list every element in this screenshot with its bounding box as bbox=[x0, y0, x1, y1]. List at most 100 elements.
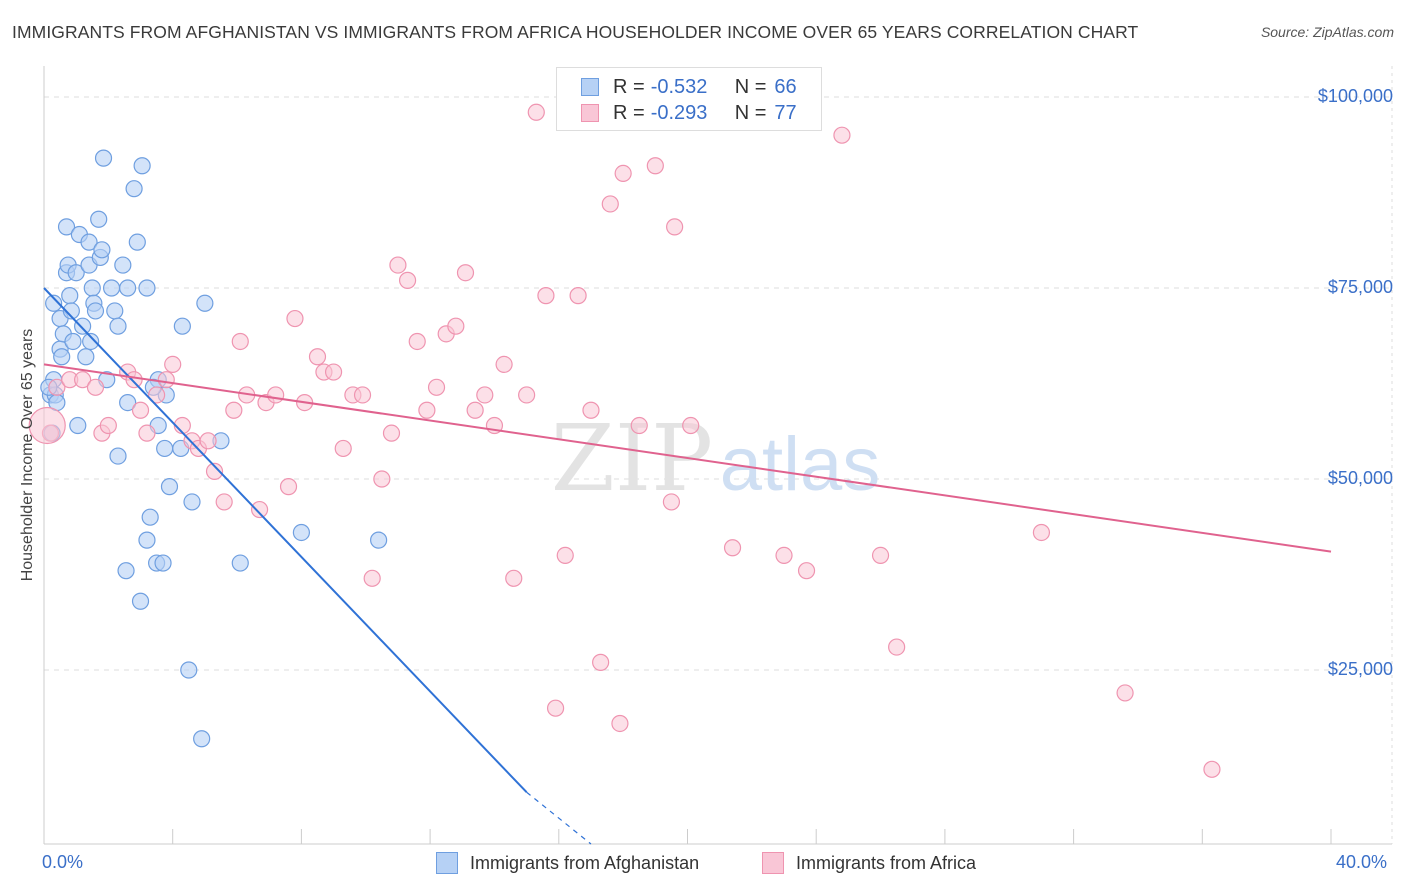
y-tick-label-75000: $75,000 bbox=[1327, 277, 1393, 297]
afghanistan-point bbox=[160, 478, 179, 496]
y-axis-label: Householder Income Over 65 years bbox=[19, 328, 36, 582]
afghanistan-point bbox=[138, 531, 156, 549]
afghanistan-point bbox=[180, 661, 198, 679]
afghanistan-point bbox=[119, 279, 137, 297]
africa-point bbox=[286, 309, 304, 328]
series-legend: Immigrants from Afghanistan Immigrants f… bbox=[0, 852, 1406, 878]
afghanistan-point bbox=[128, 233, 146, 251]
africa-point bbox=[250, 500, 269, 519]
afghanistan-point bbox=[106, 302, 124, 320]
africa-point bbox=[398, 271, 417, 289]
africa-point bbox=[215, 493, 233, 511]
legend-label-afghanistan: Immigrants from Afghanistan bbox=[470, 852, 700, 873]
afghanistan-point bbox=[125, 180, 143, 198]
watermark: ZIP atlas bbox=[551, 405, 880, 512]
afghanistan-point bbox=[83, 279, 101, 297]
africa-point bbox=[888, 638, 906, 656]
africa-point bbox=[456, 264, 475, 282]
y-tick-label-100000: $100,000 bbox=[1317, 86, 1393, 106]
afghanistan-point bbox=[109, 317, 127, 335]
legend-r-value: -0.293 bbox=[650, 101, 708, 124]
africa-point bbox=[775, 546, 793, 565]
afghanistan-point bbox=[138, 279, 156, 297]
afghanistan-point bbox=[94, 149, 113, 167]
africa-point bbox=[495, 355, 513, 373]
trend-lines bbox=[43, 287, 1332, 845]
africa-point bbox=[157, 371, 175, 389]
afghanistan-point bbox=[183, 493, 201, 511]
africa-point bbox=[662, 493, 681, 511]
africa-point bbox=[28, 406, 66, 445]
chart-title: IMMIGRANTS FROM AFGHANISTAN VS IMMIGRANT… bbox=[12, 22, 1139, 42]
africa-point bbox=[797, 562, 816, 580]
africa-point bbox=[205, 462, 224, 480]
africa-point bbox=[382, 424, 401, 442]
afghanistan-point bbox=[231, 554, 249, 572]
africa-point bbox=[418, 401, 436, 419]
afghanistan-point bbox=[93, 241, 111, 259]
afghanistan-point bbox=[64, 332, 82, 351]
africa-point bbox=[408, 332, 426, 351]
series-africa-points bbox=[28, 103, 1221, 778]
africa-point bbox=[582, 401, 600, 419]
africa-point bbox=[1116, 684, 1134, 702]
afghanistan-point bbox=[69, 416, 87, 435]
africa-point bbox=[48, 378, 66, 396]
africa-point bbox=[476, 386, 494, 404]
source-label: Source: ZipAtlas.com bbox=[1260, 24, 1394, 40]
legend-swatch-blue bbox=[436, 852, 458, 874]
legend-n-value: 66 bbox=[774, 75, 797, 98]
afghanistan-point bbox=[67, 264, 85, 282]
africa-point bbox=[427, 378, 446, 396]
afghanistan-trend-line bbox=[43, 287, 528, 793]
afghanistan-point bbox=[57, 218, 76, 236]
africa-point bbox=[324, 363, 343, 381]
africa-point bbox=[527, 103, 545, 121]
afghanistan-point bbox=[77, 348, 95, 366]
africa-point bbox=[614, 164, 632, 182]
africa-point bbox=[334, 439, 352, 458]
y-tick-label-25000: $25,000 bbox=[1327, 659, 1393, 679]
africa-point bbox=[138, 424, 156, 442]
legend-r-value: -0.532 bbox=[650, 75, 708, 98]
africa-point bbox=[466, 401, 484, 419]
africa-point bbox=[74, 371, 92, 389]
africa-point bbox=[505, 569, 523, 587]
africa-point bbox=[556, 546, 574, 565]
africa-point bbox=[518, 386, 536, 404]
grid-lines bbox=[44, 96, 1392, 671]
africa-point bbox=[546, 699, 565, 717]
afghanistan-point bbox=[53, 348, 71, 366]
afghanistan-point bbox=[62, 302, 80, 320]
africa-point bbox=[148, 386, 166, 404]
africa-point bbox=[353, 386, 372, 404]
x-tick-label-left: 0.0% bbox=[42, 852, 84, 872]
africa-point bbox=[279, 478, 298, 496]
africa-point bbox=[630, 416, 648, 435]
legend-r-label: R = bbox=[613, 101, 645, 124]
afghanistan-point bbox=[109, 447, 127, 465]
afghanistan-point bbox=[90, 210, 108, 228]
afghanistan-point bbox=[74, 317, 92, 335]
legend-n-label: N = bbox=[734, 75, 767, 98]
afghanistan-point bbox=[196, 294, 214, 312]
africa-point bbox=[373, 470, 391, 488]
legend-swatch-pink bbox=[762, 852, 784, 874]
afghanistan-point bbox=[193, 730, 211, 748]
legend-swatch-blue bbox=[581, 78, 599, 96]
africa-trend-line bbox=[43, 363, 1332, 553]
watermark-atlas: atlas bbox=[720, 422, 881, 507]
africa-point bbox=[225, 401, 243, 419]
africa-point bbox=[871, 546, 890, 565]
y-tick-label-50000: $50,000 bbox=[1327, 468, 1393, 488]
africa-point bbox=[231, 332, 249, 351]
africa-point bbox=[125, 371, 143, 389]
afghanistan-point bbox=[133, 157, 151, 175]
stats-legend: R = -0.532 N = 66 R = -0.293 N = 77 bbox=[556, 67, 822, 131]
africa-point bbox=[646, 157, 664, 175]
afghanistan-point bbox=[370, 531, 388, 549]
afghanistan-point bbox=[154, 554, 172, 572]
africa-point bbox=[389, 256, 407, 274]
afghanistan-point bbox=[80, 233, 98, 251]
afghanistan-point bbox=[131, 592, 150, 610]
